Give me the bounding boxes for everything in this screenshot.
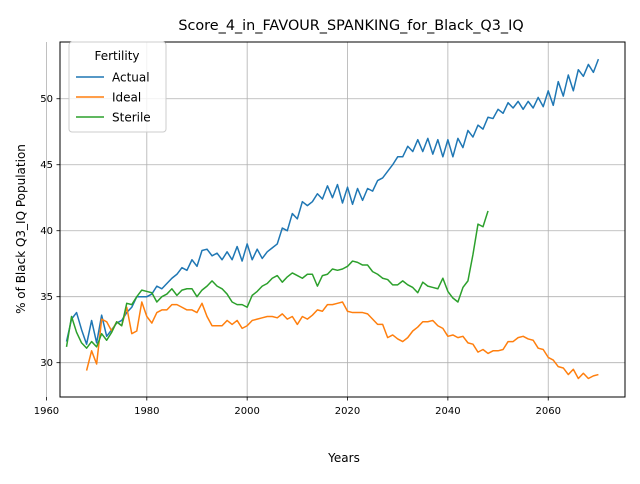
series-line-actual	[65, 58, 600, 345]
y-tick-label: 50	[40, 94, 53, 105]
x-tick-label: 2040	[435, 406, 460, 417]
x-axis-label: Years	[327, 451, 360, 465]
y-axis-ticks: 30 35 40 45 50	[40, 94, 60, 369]
x-tick-label: 1960	[34, 406, 59, 417]
legend-title: Fertility	[94, 49, 139, 63]
y-tick-label: 35	[40, 292, 53, 303]
series-line-ideal	[85, 301, 599, 380]
legend-label-actual: Actual	[112, 71, 150, 85]
legend-box	[68, 41, 167, 133]
series-line-sterile	[65, 210, 489, 349]
y-axis-label: % of Black Q3_IQ Population	[14, 144, 28, 314]
chart-title: Score_4_in_FAVOUR_SPANKING_for_Black_Q3_…	[178, 18, 523, 34]
legend-label-ideal: Ideal	[112, 91, 141, 105]
y-tick-label: 30	[40, 358, 53, 369]
legend-items: Actual Ideal Sterile	[76, 71, 151, 125]
legend-label-sterile: Sterile	[112, 111, 151, 125]
legend: Fertility Actual Ideal Sterile	[68, 41, 167, 133]
y-tick-label: 40	[40, 226, 53, 237]
x-tick-label: 2060	[536, 406, 561, 417]
plot-area-frame	[59, 41, 626, 398]
x-tick-label: 1980	[134, 406, 159, 417]
x-axis-ticks: 1960 1980 2000 2020 2040 2060	[34, 397, 561, 417]
y-tick-label: 45	[40, 160, 53, 171]
x-tick-label: 2020	[335, 406, 360, 417]
series-layer	[65, 58, 600, 380]
x-tick-label: 2000	[234, 406, 259, 417]
